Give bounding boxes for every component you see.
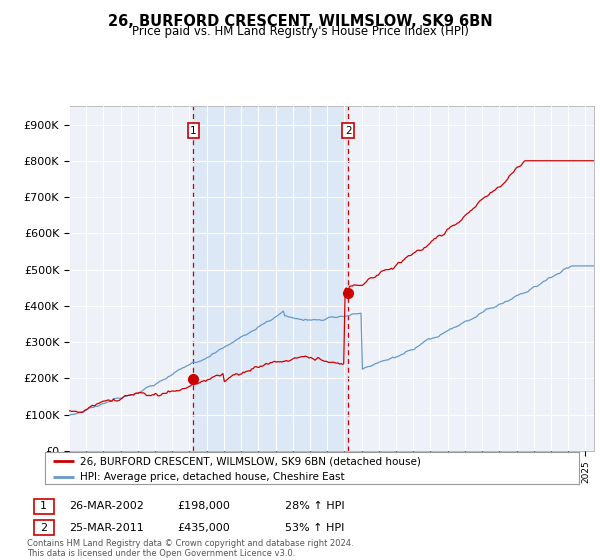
Text: 25-MAR-2011: 25-MAR-2011: [69, 522, 144, 533]
Text: 1: 1: [190, 125, 197, 136]
Text: 2: 2: [40, 522, 47, 533]
Text: 26-MAR-2002: 26-MAR-2002: [69, 501, 144, 511]
Text: 26, BURFORD CRESCENT, WILMSLOW, SK9 6BN: 26, BURFORD CRESCENT, WILMSLOW, SK9 6BN: [107, 14, 493, 29]
Text: Price paid vs. HM Land Registry's House Price Index (HPI): Price paid vs. HM Land Registry's House …: [131, 25, 469, 38]
Text: 2: 2: [345, 125, 352, 136]
Text: 53% ↑ HPI: 53% ↑ HPI: [285, 522, 344, 533]
Text: HPI: Average price, detached house, Cheshire East: HPI: Average price, detached house, Ches…: [80, 473, 344, 482]
Text: 26, BURFORD CRESCENT, WILMSLOW, SK9 6BN (detached house): 26, BURFORD CRESCENT, WILMSLOW, SK9 6BN …: [80, 456, 421, 466]
Text: 1: 1: [40, 501, 47, 511]
Text: Contains HM Land Registry data © Crown copyright and database right 2024.
This d: Contains HM Land Registry data © Crown c…: [27, 539, 353, 558]
Bar: [193, 106, 349, 451]
Text: £435,000: £435,000: [177, 522, 230, 533]
Text: £198,000: £198,000: [177, 501, 230, 511]
Text: 28% ↑ HPI: 28% ↑ HPI: [285, 501, 344, 511]
